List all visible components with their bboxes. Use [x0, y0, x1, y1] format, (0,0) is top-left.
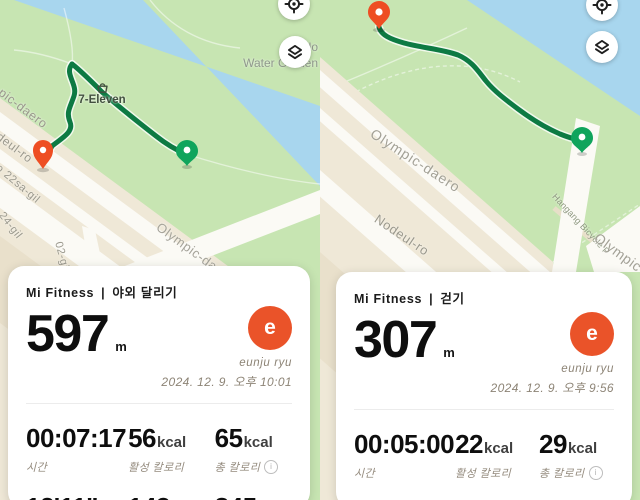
river-water: [467, 0, 640, 116]
riverside-road: [552, 118, 600, 272]
layers-icon: [287, 44, 303, 60]
hero-row: 307 m e eunju ryu 2024. 12. 9. 오후 9:56: [354, 312, 614, 396]
stat-value: 00:05:00: [354, 429, 455, 459]
title-separator: |: [429, 292, 434, 306]
activity-card: Mi Fitness | 야외 달리기 597 m e eunju ryu 2024…: [8, 266, 310, 500]
card-title: Mi Fitness | 걷기: [354, 288, 614, 307]
user-name: eunju ryu: [561, 363, 614, 375]
avatar: e: [248, 306, 292, 350]
stat-unit: kcal: [567, 440, 598, 457]
stat-label: 시간: [26, 462, 48, 474]
divider: [354, 409, 614, 410]
stat-value: 56: [128, 423, 156, 453]
stat-total-calories: 29 kcal 총 칼로리 i: [539, 429, 614, 481]
river-water: [14, 0, 320, 186]
panel-walk: Olympic-daero Nodeul-ro Hangang Bicycle …: [320, 0, 640, 500]
activity-type: 야외 달리기: [112, 286, 178, 300]
route-path: [43, 60, 190, 160]
user-block: e eunju ryu 2024. 12. 9. 오후 10:01: [161, 306, 292, 390]
stat-label: 총 칼로리 i: [539, 465, 614, 481]
hero-row: 597 m e eunju ryu 2024. 12. 9. 오후 10:01: [26, 306, 292, 390]
stats-grid: 00:05:00 시간 22 kcal 활성 칼로리 29 kcal 총 칼로리 i …: [354, 429, 614, 500]
stat-steps: 469: [539, 498, 614, 500]
stat-value: 22: [455, 429, 483, 459]
distance: 597 m: [26, 308, 127, 390]
stat-duration: 00:05:00 시간: [354, 429, 455, 481]
distance-value: 307: [354, 311, 438, 369]
stat-value: 114: [455, 498, 496, 500]
stat-heart-rate: 114BPM: [455, 498, 539, 500]
activity-datetime: 2024. 12. 9. 오후 10:01: [161, 375, 292, 389]
panel-run: pic-daero deul-ro ro 22sa-gil ro 24-gil …: [0, 0, 320, 500]
stat-duration: 00:07:17 시간: [26, 423, 128, 475]
app-title: Mi Fitness: [354, 292, 423, 306]
stat-label: 활성 칼로리: [128, 462, 185, 474]
stat-value: 29: [539, 429, 567, 459]
distance-value: 597: [26, 305, 110, 363]
poi-seven-eleven: 7-Eleven: [72, 82, 132, 106]
stat-heart-rate: 143BPM: [128, 492, 215, 500]
end-marker-icon: [176, 140, 198, 169]
stat-value: 12'11": [26, 492, 98, 500]
avatar: e: [570, 312, 614, 356]
activity-type: 걷기: [440, 292, 465, 306]
stat-unit: kcal: [243, 434, 273, 451]
shopping-basket-icon: [96, 83, 108, 93]
stat-value: 845: [215, 492, 257, 500]
user-block: e eunju ryu 2024. 12. 9. 오후 9:56: [490, 312, 614, 396]
avatar-letter: e: [264, 316, 276, 339]
stat-label: 총 칼로리 i: [215, 459, 292, 475]
stat-label: 시간: [354, 468, 376, 480]
stat-active-calories: 22 kcal 활성 칼로리: [455, 429, 539, 481]
locate-button[interactable]: [586, 0, 618, 21]
stat-steps: 845: [215, 492, 292, 500]
info-icon[interactable]: i: [264, 460, 279, 474]
info-icon[interactable]: i: [588, 466, 603, 480]
title-separator: |: [101, 286, 106, 300]
stat-active-calories: 56 kcal 활성 칼로리: [128, 423, 215, 475]
stat-value: 143: [128, 492, 170, 500]
stat-value: 65: [214, 423, 243, 453]
stat-value: 00:07:17: [26, 423, 127, 453]
avatar-letter: e: [586, 322, 598, 345]
app-title: Mi Fitness: [26, 286, 95, 300]
layers-button[interactable]: [586, 31, 618, 63]
stat-pace: 12'11": [26, 492, 128, 500]
crosshair-icon: [592, 0, 612, 15]
stat-total-calories: 65 kcal 총 칼로리 i: [215, 423, 292, 475]
divider: [26, 403, 292, 404]
distance-unit: m: [443, 345, 455, 360]
start-pin-icon: [368, 1, 390, 33]
stats-grid: 00:07:17 시간 56 kcal 활성 칼로리 65 kcal 총 칼로리 i …: [26, 423, 292, 500]
stat-value: 469: [539, 498, 581, 500]
corner-road: [586, 206, 640, 272]
end-marker-icon: [571, 127, 593, 156]
activity-datetime: 2024. 12. 9. 오후 9:56: [490, 381, 614, 395]
route-path: [375, 23, 586, 144]
stat-unit: kcal: [156, 434, 187, 451]
locate-button[interactable]: [278, 0, 310, 20]
user-name: eunju ryu: [239, 357, 292, 369]
poi-label: 7-Eleven: [78, 94, 126, 106]
crosshair-icon: [284, 0, 304, 14]
stat-label: 활성 칼로리: [455, 468, 512, 480]
card-title: Mi Fitness | 야외 달리기: [26, 282, 292, 301]
distance-unit: m: [115, 339, 127, 354]
layers-icon: [594, 39, 610, 55]
distance: 307 m: [354, 314, 455, 396]
stat-unit: kcal: [484, 440, 514, 457]
start-pin-icon: [33, 140, 53, 173]
layers-button[interactable]: [279, 36, 311, 68]
activity-card: Mi Fitness | 걷기 307 m e eunju ryu 2024. 12…: [336, 272, 632, 500]
stat-pace: 16'17": [354, 498, 455, 500]
stat-value: 16'17": [354, 498, 428, 500]
